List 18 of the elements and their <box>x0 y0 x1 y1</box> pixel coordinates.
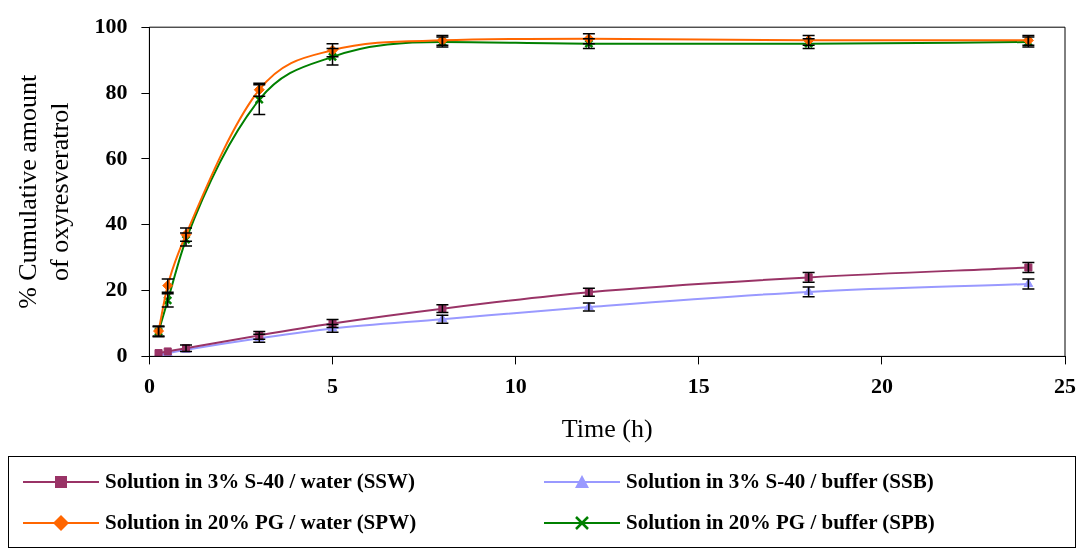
y-tick-label: 100 <box>94 12 128 38</box>
y-axis-title: % Cumulative amount of oxyresveratrol <box>13 74 74 309</box>
x-tick-label: 25 <box>1054 373 1076 399</box>
x-axis-title: Time (h) <box>561 414 653 444</box>
y-tick-label: 20 <box>105 276 128 302</box>
x-tick-label: 20 <box>870 373 893 399</box>
x-tick-label: 0 <box>143 373 155 399</box>
x-tick-label: 10 <box>504 373 527 399</box>
legend-label: Solution in 20% PG / water (SPW) <box>105 510 417 535</box>
legend-label: Solution in 3% S-40 / water (SSW) <box>105 469 415 494</box>
y-tick-label: 80 <box>105 78 128 104</box>
x-tick-label: 5 <box>327 373 339 399</box>
legend-label: Solution in 20% PG / buffer (SPB) <box>626 510 935 535</box>
y-tick-label: 40 <box>105 210 128 236</box>
y-tick-label: 60 <box>105 144 128 170</box>
x-tick-label: 15 <box>687 373 710 399</box>
y-tick-label: 0 <box>116 342 128 368</box>
legend-label: Solution in 3% S-40 / buffer (SSB) <box>626 469 934 494</box>
